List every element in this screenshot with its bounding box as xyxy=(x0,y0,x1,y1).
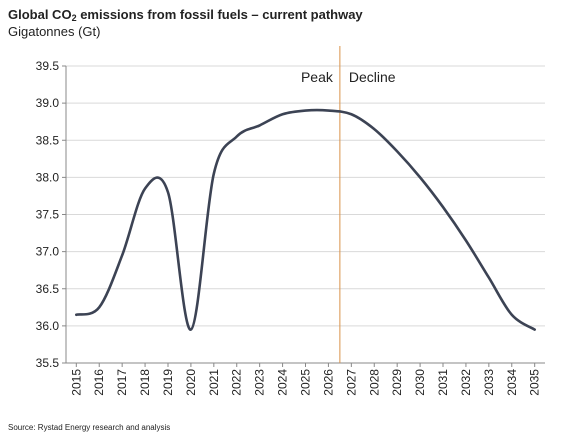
x-tick-label: 2019 xyxy=(161,369,175,396)
source-note: Source: Rystad Energy research and analy… xyxy=(8,423,171,432)
x-tick-label: 2027 xyxy=(344,369,358,396)
y-tick-label: 36.5 xyxy=(36,282,60,296)
x-tick-label: 2035 xyxy=(528,369,542,396)
x-tick-label: 2026 xyxy=(321,369,335,396)
x-tick-label: 2024 xyxy=(276,369,290,396)
x-tick-label: 2034 xyxy=(505,369,519,396)
x-tick-label: 2015 xyxy=(69,369,83,396)
x-tick-label: 2018 xyxy=(138,369,152,396)
y-tick-label: 36.0 xyxy=(36,319,60,333)
y-tick-label: 38.5 xyxy=(36,133,60,147)
x-tick-label: 2023 xyxy=(253,369,267,396)
x-axis-ticks: 2015 2016 2017 2018 2019 2020 2021 2022 2023 2024… xyxy=(69,363,542,396)
decline-label: Decline xyxy=(349,69,396,85)
x-tick-label: 2021 xyxy=(207,369,221,396)
y-tick-label: 39.5 xyxy=(36,59,60,73)
y-tick-label: 37.0 xyxy=(36,245,60,259)
x-tick-label: 2030 xyxy=(413,369,427,396)
chart-subtitle: Gigatonnes (Gt) xyxy=(8,24,101,39)
y-tick-label: 38.0 xyxy=(36,170,60,184)
peak-label: Peak xyxy=(301,69,334,85)
chart-title-suffix: emissions from fossil fuels – current pa… xyxy=(76,7,363,22)
series-group xyxy=(75,108,536,331)
x-tick-label: 2028 xyxy=(367,369,381,396)
x-tick-label: 2022 xyxy=(230,369,244,396)
line-chart: 35.5 36.0 36.5 37.0 37.5 38.0 38.5 39.0 39.5 201… xyxy=(36,46,545,396)
x-tick-label: 2029 xyxy=(390,369,404,396)
x-tick-label: 2032 xyxy=(459,369,473,396)
chart-title-prefix: Global CO xyxy=(8,7,72,22)
gridlines xyxy=(66,65,545,327)
chart-title-subscript: 2 xyxy=(71,13,77,23)
y-axis-ticks: 35.5 36.0 36.5 37.0 37.5 38.0 38.5 39.0 39.5 xyxy=(36,59,66,370)
x-tick-label: 2020 xyxy=(184,369,198,396)
chart-title: Global CO2 emissions from fossil fuels –… xyxy=(8,7,363,23)
x-tick-label: 2016 xyxy=(92,369,106,396)
x-tick-label: 2025 xyxy=(299,369,313,396)
x-tick-label: 2031 xyxy=(436,369,450,396)
y-tick-label: 37.5 xyxy=(36,208,60,222)
x-tick-label: 2033 xyxy=(482,369,496,396)
emissions-line xyxy=(75,108,536,331)
x-tick-label: 2017 xyxy=(115,369,129,396)
y-tick-label: 35.5 xyxy=(36,356,60,370)
y-tick-label: 39.0 xyxy=(36,96,60,110)
